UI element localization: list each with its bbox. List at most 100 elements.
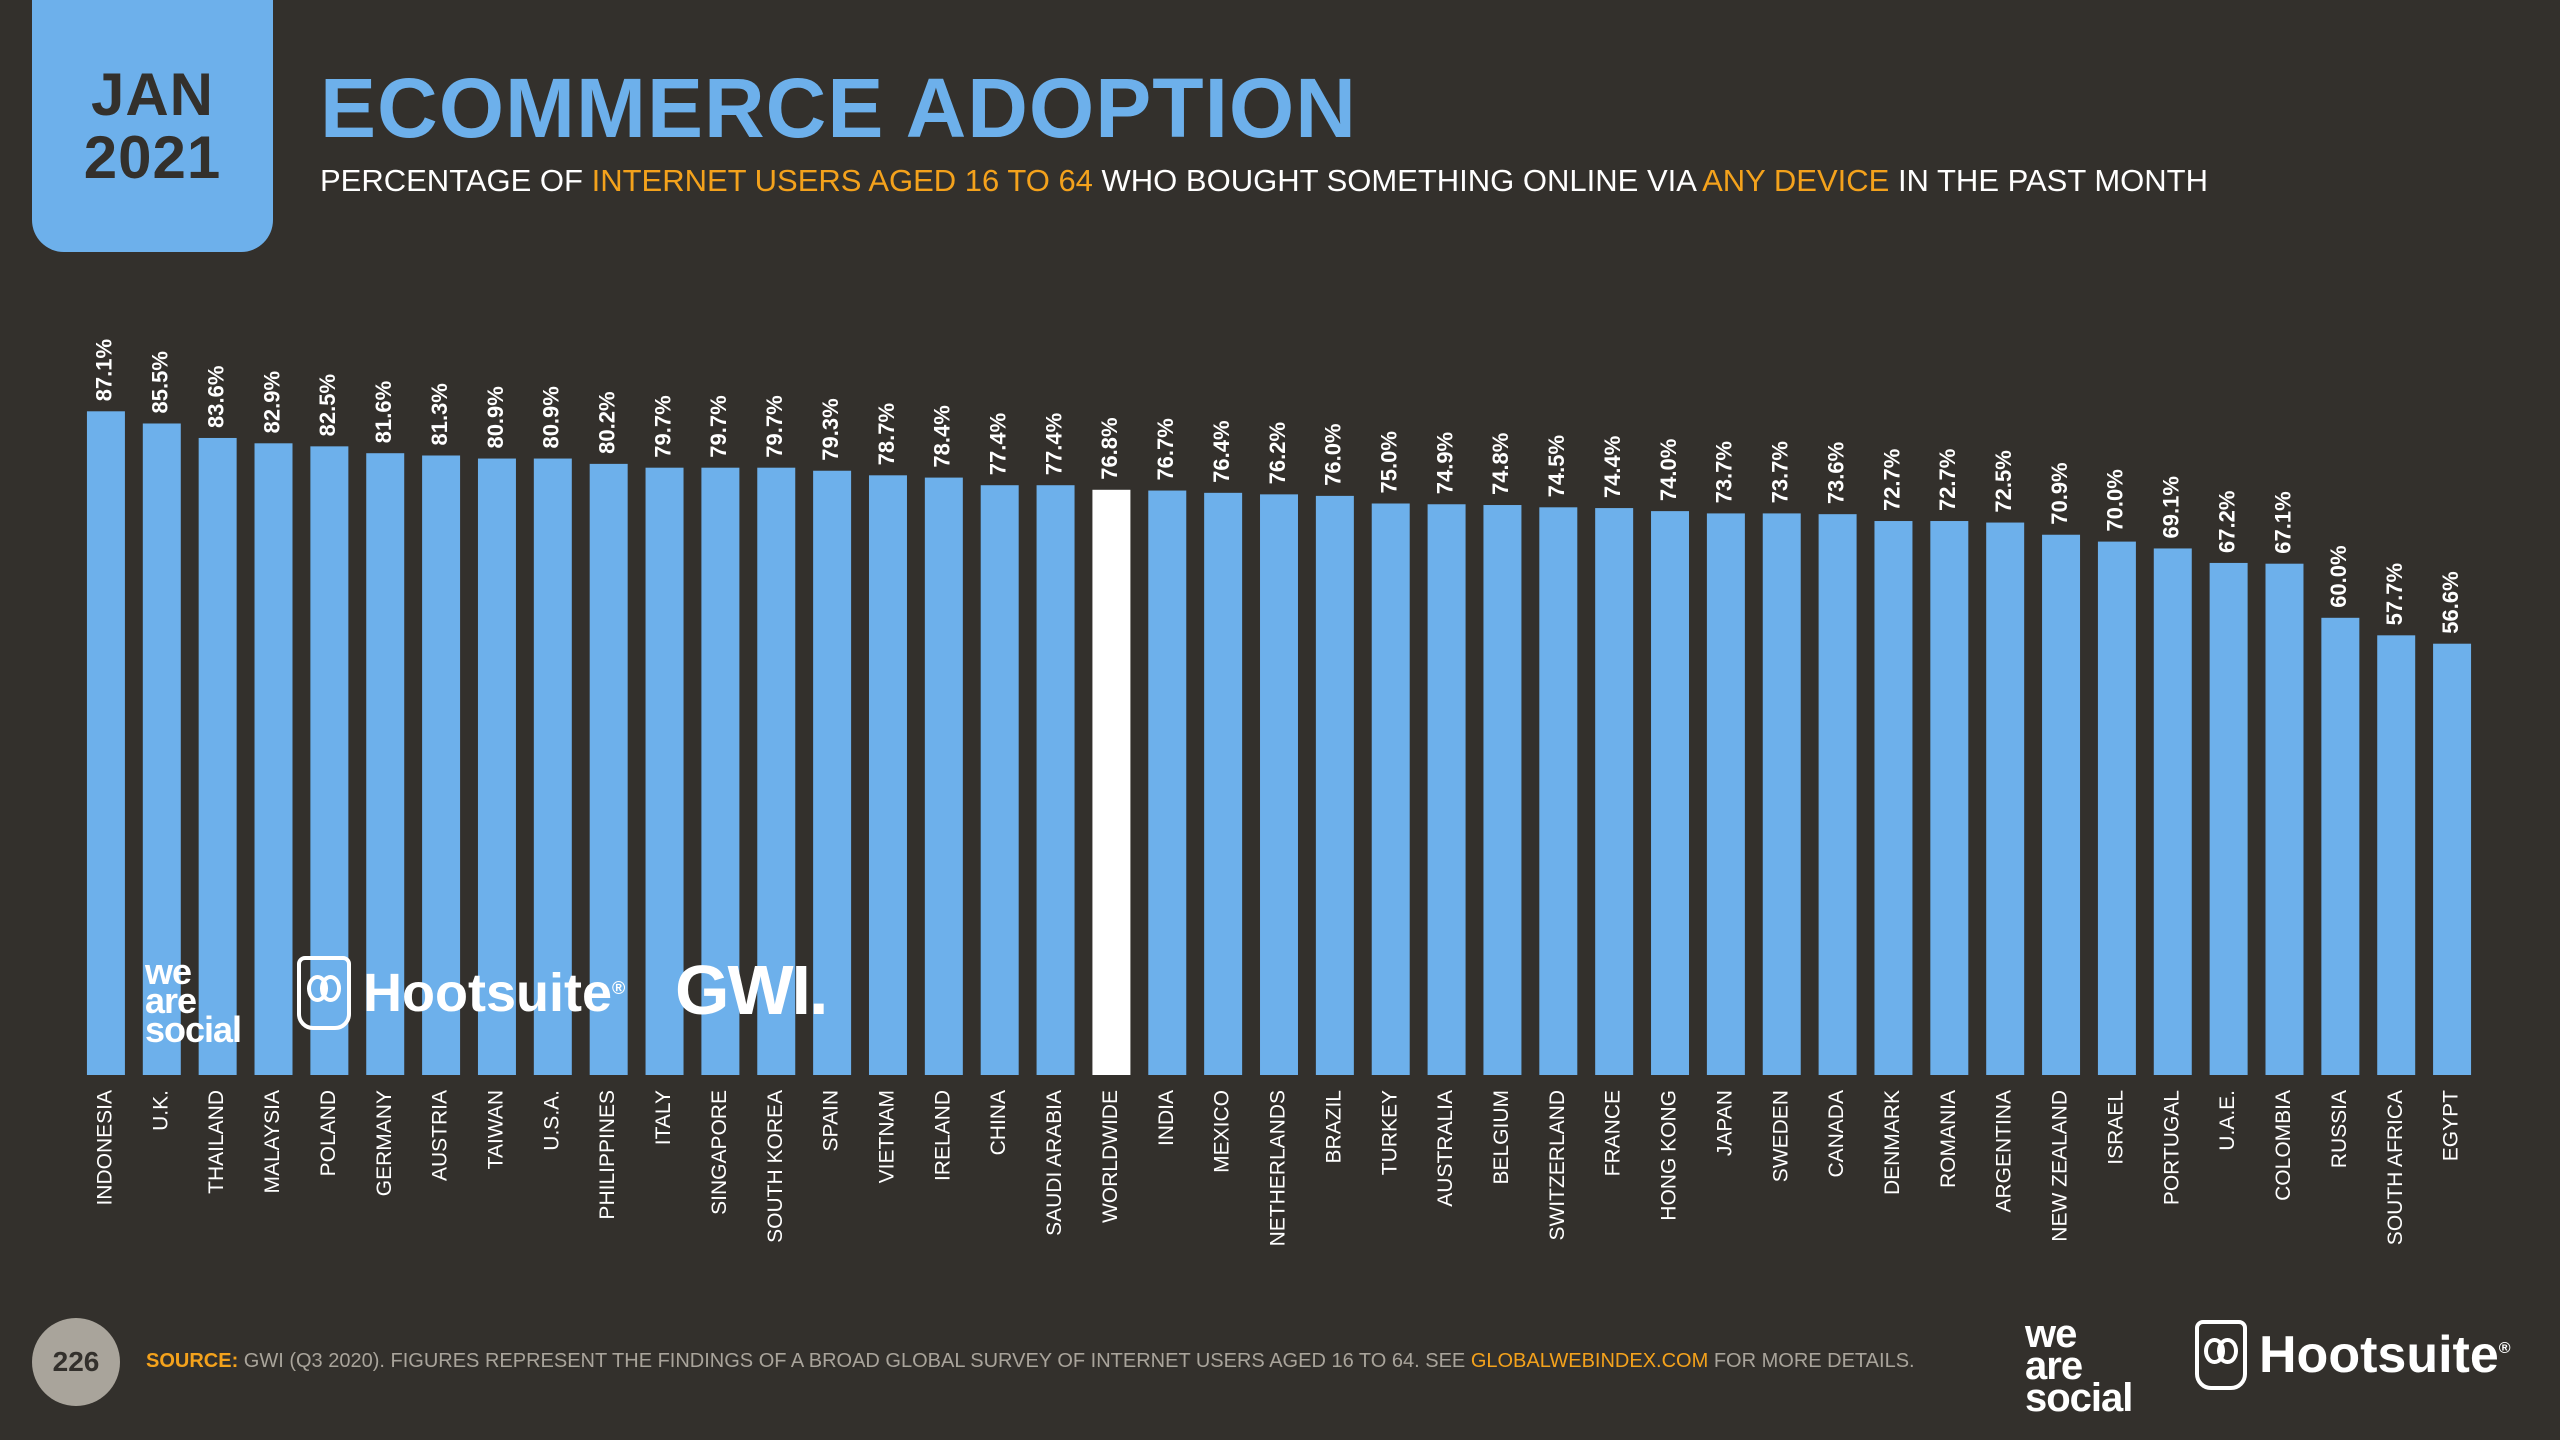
bar-austria (422, 455, 461, 1075)
bar-south-korea (757, 467, 796, 1075)
value-label: 75.0% (1377, 431, 1402, 493)
category-label: U.K. (149, 1090, 172, 1131)
value-label: 74.0% (1656, 439, 1681, 501)
bar-worldwide (1092, 489, 1131, 1075)
source-link[interactable]: GLOBALWEBINDEX.COM (1470, 1350, 1709, 1372)
category-label: AUSTRIA (429, 1090, 452, 1181)
source-note: SOURCE: GWI (Q3 2020). FIGURES REPRESENT… (146, 1350, 1915, 1373)
bar-china (980, 485, 1019, 1075)
bar-australia (1427, 504, 1466, 1076)
value-label: 70.9% (2047, 462, 2072, 524)
category-label: MALAYSIA (261, 1090, 284, 1193)
value-label: 74.9% (1432, 432, 1457, 494)
bar-singapore (701, 467, 740, 1075)
category-label: SWITZERLAND (1546, 1090, 1569, 1241)
value-label: 74.5% (1544, 435, 1569, 497)
bar-turkey (1371, 503, 1410, 1075)
category-label: SOUTH KOREA (764, 1090, 787, 1243)
value-label: 73.7% (1712, 441, 1737, 503)
bar-chart: 87.1% INDONESIA 85.5% U.K. 83.6% THAILAND 82.9… (86, 339, 2472, 1246)
value-label: 81.6% (371, 381, 396, 443)
bar-malaysia (254, 443, 293, 1075)
bar-israel (2097, 541, 2136, 1075)
footer-owl-icon (2195, 1320, 2247, 1390)
category-label: COLOMBIA (2272, 1090, 2295, 1201)
bar-portugal (2153, 548, 2192, 1075)
category-label: RUSSIA (2328, 1090, 2351, 1168)
bar-new-zealand (2042, 534, 2081, 1075)
value-label: 85.5% (148, 351, 173, 413)
bar-hong-kong (1651, 511, 1690, 1075)
value-label: 76.0% (1321, 423, 1346, 485)
footer-we-are-social-line-3: social (2025, 1376, 2133, 1420)
subtitle-part-5: IN THE PAST MONTH (1889, 163, 2208, 198)
bar-romania (1930, 521, 1969, 1075)
bar-ireland (924, 477, 963, 1075)
value-label: 87.1% (92, 339, 117, 401)
value-label: 57.7% (2382, 563, 2407, 625)
category-label: FRANCE (1602, 1090, 1625, 1176)
bar-vietnam (868, 475, 907, 1075)
footer-we-are-social-logo: we are social (2025, 1314, 2133, 1420)
value-label: 82.9% (259, 371, 284, 433)
bar-germany (366, 453, 405, 1075)
bar-saudi-arabia (1036, 485, 1075, 1075)
footer-we-are-social-line-2: are (2025, 1344, 2083, 1388)
category-label: VIETNAM (876, 1090, 899, 1183)
page-title: ECOMMERCE ADOPTION (320, 61, 1357, 155)
category-label: NEW ZEALAND (2049, 1090, 2072, 1242)
value-label: 73.6% (1823, 442, 1848, 504)
hootsuite-wordmark: Hootsuite (363, 963, 612, 1023)
we-are-social-logo: we are social (145, 954, 242, 1050)
value-label: 67.2% (2214, 491, 2239, 553)
value-label: 69.1% (2159, 476, 2184, 538)
category-label: SINGAPORE (708, 1090, 731, 1215)
value-label: 77.4% (986, 413, 1011, 475)
page-number: 226 (32, 1318, 120, 1406)
source-text: GWI (Q3 2020). FIGURES REPRESENT THE FIN… (238, 1350, 1471, 1372)
category-label: BELGIUM (1490, 1090, 1513, 1185)
value-label: 60.0% (2326, 545, 2351, 607)
bar-denmark (1874, 521, 1913, 1075)
value-label: 79.7% (762, 395, 787, 457)
bar-brazil (1315, 495, 1354, 1075)
bar-u-s-a (533, 458, 572, 1075)
bar-spain (813, 470, 852, 1075)
bar-netherlands (1260, 494, 1298, 1075)
bar-japan (1706, 513, 1745, 1075)
bar-india (1148, 490, 1187, 1075)
bar-u-k (142, 423, 181, 1075)
value-label: 72.5% (1991, 450, 2016, 512)
hootsuite-logo: Hootsuite ® (297, 956, 625, 1030)
bar-italy (645, 467, 684, 1075)
footer-registered-mark: ® (2498, 1340, 2511, 1357)
value-label: 82.5% (315, 374, 340, 436)
category-label: IRELAND (931, 1090, 954, 1181)
value-label: 81.3% (427, 383, 452, 445)
bar-argentina (1986, 522, 2025, 1075)
value-label: 67.1% (2270, 491, 2295, 553)
bar-france (1595, 508, 1634, 1075)
source-label: SOURCE: (146, 1350, 239, 1372)
bar-russia (2321, 617, 2360, 1075)
bar-egypt (2433, 643, 2472, 1075)
value-label: 73.7% (1768, 441, 1793, 503)
bar-philippines (589, 463, 628, 1076)
category-label: CANADA (1825, 1090, 1848, 1178)
category-label: SPAIN (820, 1090, 843, 1151)
category-label: TAIWAN (485, 1090, 508, 1169)
subtitle-part-1: PERCENTAGE OF (320, 163, 592, 198)
we-are-social-line-3: social (145, 1008, 242, 1050)
category-label: ISRAEL (2104, 1090, 2127, 1165)
category-label: WORLDWIDE (1099, 1090, 1122, 1223)
bar-thailand (198, 437, 237, 1075)
category-label: PHILIPPINES (596, 1090, 619, 1220)
bar-belgium (1483, 505, 1522, 1075)
category-label: AUSTRALIA (1434, 1090, 1457, 1207)
value-label: 70.0% (2103, 469, 2128, 531)
category-label: TURKEY (1378, 1090, 1401, 1175)
bar-sweden (1762, 513, 1801, 1075)
bar-switzerland (1539, 507, 1578, 1075)
category-label: SOUTH AFRICA (2384, 1090, 2407, 1245)
owl-icon (297, 956, 351, 1030)
